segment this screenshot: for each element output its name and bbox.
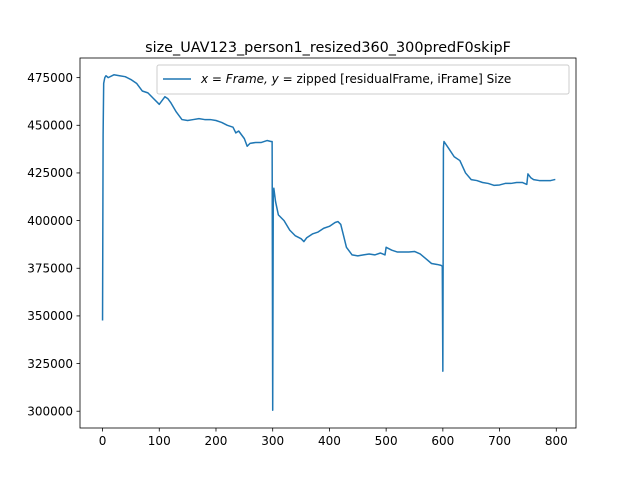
legend-box — [156, 64, 570, 95]
legend: x = Frame, y = zipped [residualFrame, iF… — [156, 64, 570, 95]
x-tick-label: 700 — [488, 434, 511, 448]
axes-frame — [79, 57, 577, 429]
y-tick-label: 475000 — [27, 71, 73, 85]
x-tick-label: 100 — [148, 434, 171, 448]
y-tick-label: 425000 — [27, 166, 73, 180]
x-tick-label: 800 — [545, 434, 568, 448]
x-axis: 0 100 200 300 400 500 600 700 800 — [99, 428, 568, 448]
x-tick-label: 0 — [99, 434, 107, 448]
x-tick-label: 600 — [431, 434, 454, 448]
legend-label-math: x = Frame, y = — [200, 72, 296, 86]
y-axis: 300000 325000 350000 375000 400000 425000 4500… — [27, 71, 80, 418]
y-tick-label: 375000 — [27, 261, 73, 275]
y-tick-label: 300000 — [27, 404, 73, 418]
y-tick-label: 450000 — [27, 118, 73, 132]
x-tick-label: 400 — [318, 434, 341, 448]
y-tick-label: 350000 — [27, 309, 73, 323]
x-tick-label: 500 — [375, 434, 398, 448]
legend-label: x = Frame, y = zipped [residualFrame, iF… — [200, 72, 511, 86]
x-tick-label: 300 — [261, 434, 284, 448]
plot-area — [101, 74, 556, 412]
y-tick-label: 325000 — [27, 357, 73, 371]
chart-title: size_UAV123_person1_resized360_300predF0… — [145, 40, 511, 56]
series-line — [101, 74, 556, 412]
legend-label-text: zipped [residualFrame, iFrame] Size — [296, 72, 511, 86]
y-tick-label: 400000 — [27, 214, 73, 228]
x-tick-label: 200 — [205, 434, 228, 448]
